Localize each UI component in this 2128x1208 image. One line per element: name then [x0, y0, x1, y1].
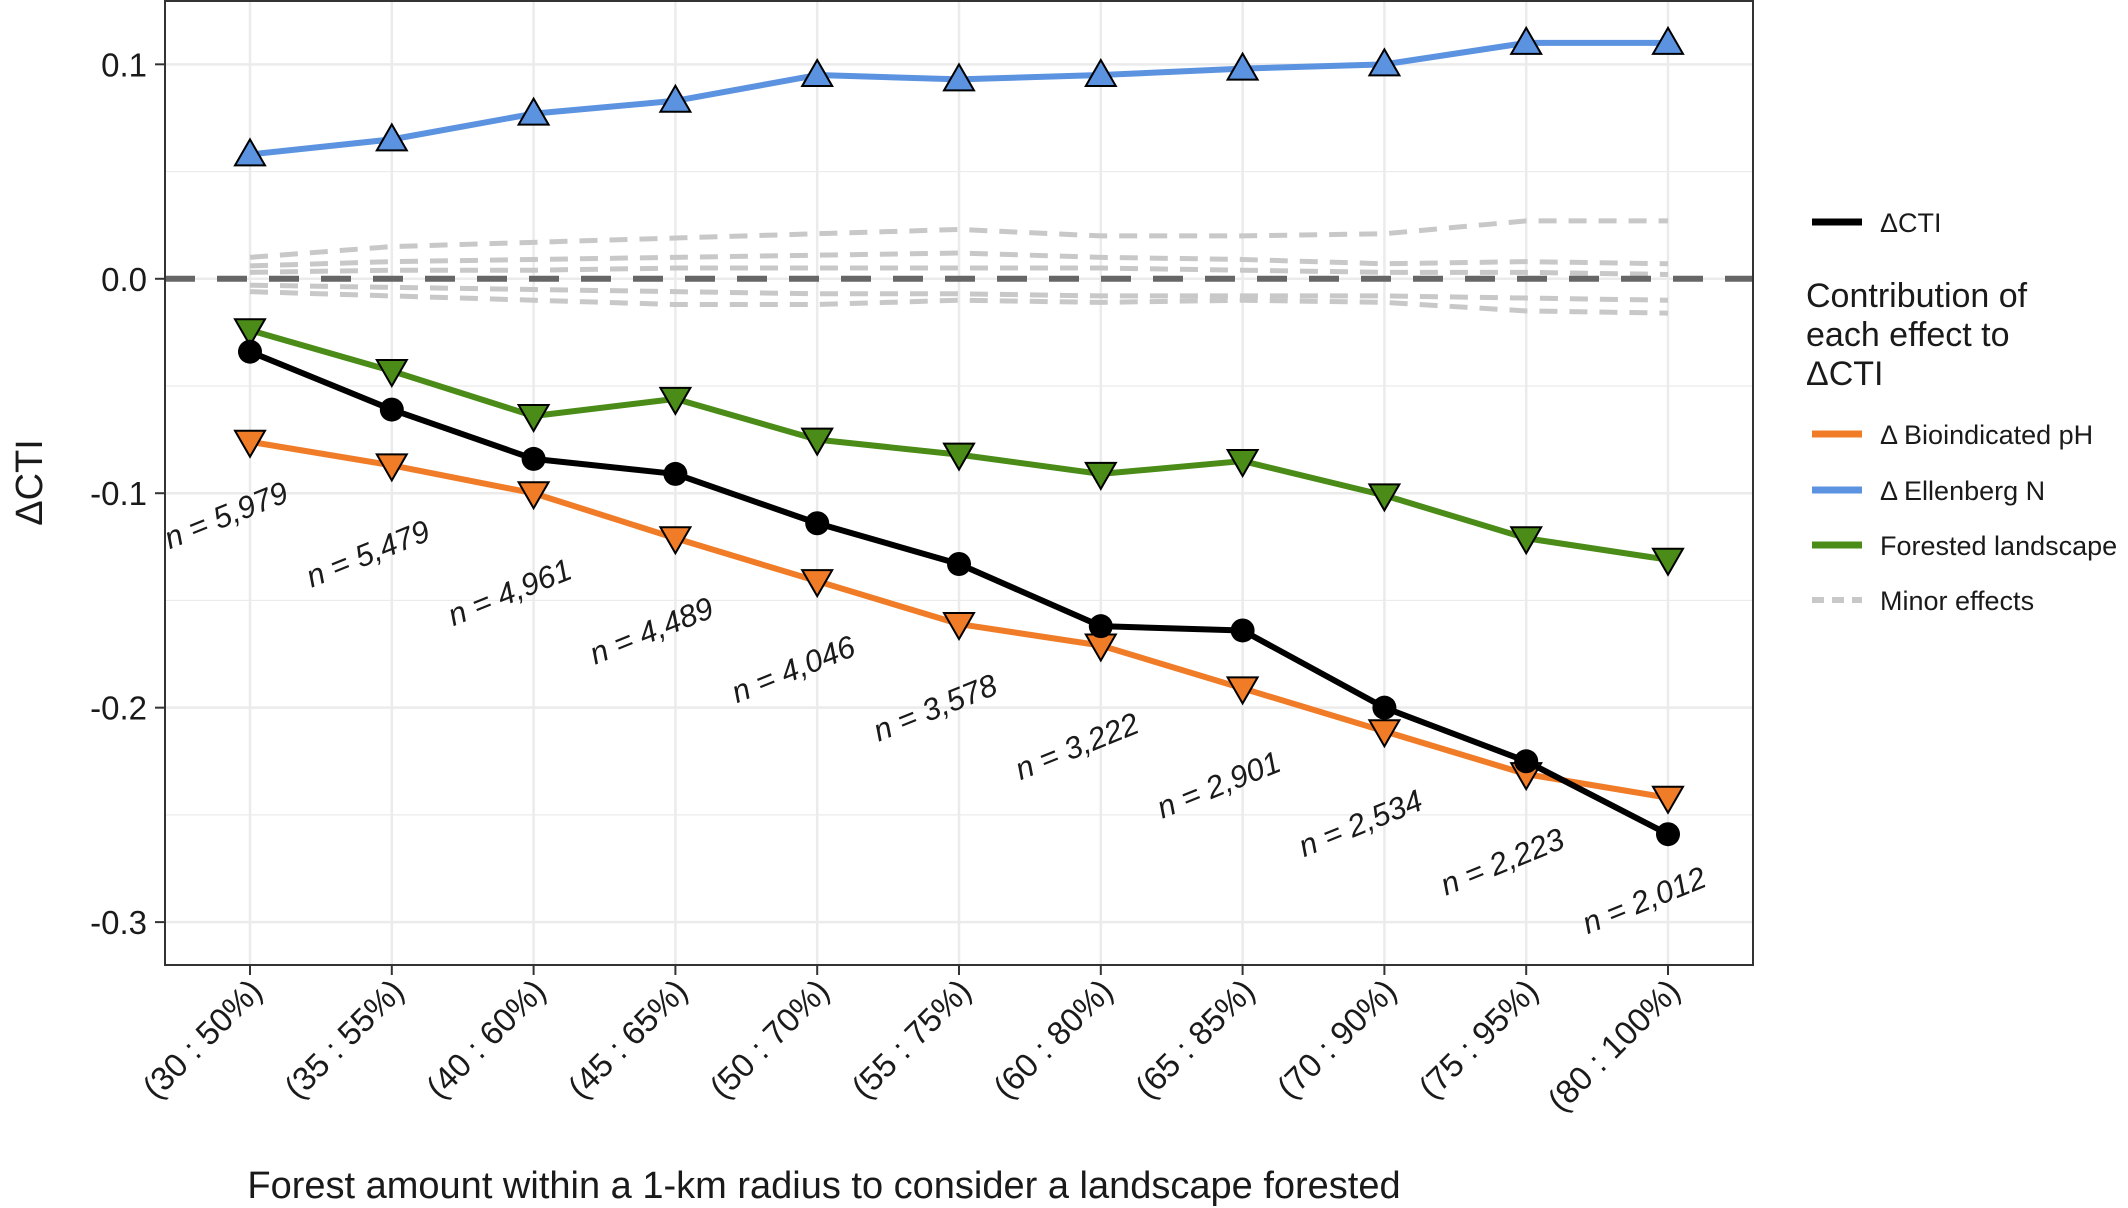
- point-cti: [663, 461, 688, 486]
- point-cti: [379, 397, 404, 422]
- y-tick-label: 0.0: [101, 261, 147, 298]
- series-cti: [238, 339, 1680, 847]
- legend-ph-label: Δ Bioindicated pH: [1880, 420, 2093, 450]
- series-forest: [233, 318, 1685, 577]
- sample-size-label: n = 2,901: [1152, 744, 1286, 825]
- point-n: [800, 58, 834, 88]
- legend-title-line-2: each effect to: [1806, 316, 2010, 354]
- minor-effect-line: [249, 218, 1668, 260]
- x-tick-label: (55 : 75%): [844, 972, 978, 1106]
- point-forest: [800, 427, 834, 457]
- sample-size-label: n = 4,961: [443, 552, 577, 633]
- y-tick-label: -0.1: [90, 475, 147, 512]
- point-forest: [942, 442, 976, 472]
- point-forest: [375, 358, 409, 388]
- x-tick-label: (50 : 70%): [702, 972, 836, 1106]
- sample-size-label: n = 3,222: [1010, 706, 1144, 787]
- point-ph: [658, 526, 693, 556]
- point-n: [1651, 25, 1685, 55]
- x-tick-label: (30 : 50%): [135, 972, 269, 1106]
- point-n: [233, 137, 267, 167]
- point-n: [1509, 25, 1543, 55]
- y-tick-label: 0.1: [101, 46, 147, 83]
- point-forest: [1509, 526, 1543, 556]
- point-cti: [1656, 822, 1680, 847]
- minor-effect-line: [249, 282, 1669, 303]
- point-ph: [800, 569, 834, 599]
- minor-effect-line: [249, 289, 1669, 316]
- point-n: [658, 83, 693, 113]
- point-ph: [1225, 676, 1260, 706]
- point-ph: [375, 453, 409, 483]
- legend-ellenberg-label: Δ Ellenberg N: [1880, 476, 2045, 506]
- x-tick-label: (40 : 60%): [419, 972, 553, 1106]
- minor-effect-line: [249, 250, 1669, 269]
- point-ph: [516, 481, 551, 511]
- point-ph: [233, 429, 267, 459]
- point-ph: [1367, 719, 1402, 749]
- x-axis-title: Forest amount within a 1-km radius to co…: [247, 1165, 1400, 1207]
- sample-size-label: n = 5,979: [159, 475, 293, 556]
- point-cti: [1514, 749, 1539, 774]
- series-n: [233, 25, 1685, 167]
- x-tick-label: (65 : 85%): [1128, 972, 1262, 1106]
- x-tick-label: (80 : 100%): [1540, 972, 1687, 1119]
- point-n: [1367, 47, 1402, 77]
- legend-forest-label: Forested landscape: [1880, 531, 2117, 561]
- point-cti: [1372, 695, 1397, 720]
- point-forest: [1225, 449, 1260, 479]
- sample-size-label: n = 2,012: [1577, 860, 1711, 941]
- x-tick-label: (60 : 80%): [986, 972, 1120, 1106]
- legend-title-line-3: ΔCTI: [1806, 355, 1883, 393]
- point-forest: [1651, 547, 1685, 577]
- minor-effect-line: [249, 265, 1669, 277]
- sample-size-label: n = 4,046: [726, 628, 860, 709]
- y-tick-label: -0.2: [90, 690, 147, 727]
- point-cti: [1230, 618, 1255, 643]
- point-forest: [1084, 461, 1118, 491]
- data-series: [233, 25, 1685, 847]
- point-forest: [658, 386, 693, 416]
- x-tick-label: (70 : 90%): [1270, 972, 1404, 1106]
- x-tick-label: (35 : 55%): [277, 972, 411, 1106]
- point-forest: [1367, 483, 1402, 513]
- point-forest: [516, 404, 551, 434]
- y-tick-label: -0.3: [90, 904, 147, 941]
- point-n: [1225, 51, 1260, 81]
- point-ph: [942, 612, 976, 642]
- sample-size-label: n = 2,534: [1294, 783, 1428, 864]
- sample-size-label: n = 5,479: [301, 513, 435, 594]
- x-tick-label: (75 : 95%): [1411, 972, 1545, 1106]
- point-cti: [238, 339, 262, 364]
- point-cti: [1088, 614, 1113, 639]
- legend-cti-label: ΔCTI: [1880, 208, 1942, 238]
- x-tick-label: (45 : 65%): [561, 972, 695, 1106]
- point-cti: [521, 446, 546, 471]
- sample-size-label: n = 2,223: [1435, 821, 1569, 902]
- point-n: [375, 122, 409, 152]
- point-forest: [233, 318, 267, 348]
- minor-effects-lines: [249, 218, 1669, 316]
- y-axis-title: ΔCTI: [9, 439, 51, 526]
- point-cti: [947, 551, 971, 576]
- point-ph: [1651, 785, 1685, 815]
- point-cti: [805, 511, 830, 536]
- point-n: [1084, 58, 1118, 88]
- legend-title-line-1: Contribution of: [1806, 277, 2028, 315]
- sample-size-label: n = 4,489: [585, 590, 719, 671]
- point-n: [516, 96, 551, 126]
- point-n: [942, 62, 976, 92]
- legend: ΔCTI Contribution of each effect to ΔCTI…: [1806, 208, 2117, 616]
- series-ph: [233, 429, 1685, 815]
- legend-minor-label: Minor effects: [1880, 586, 2034, 616]
